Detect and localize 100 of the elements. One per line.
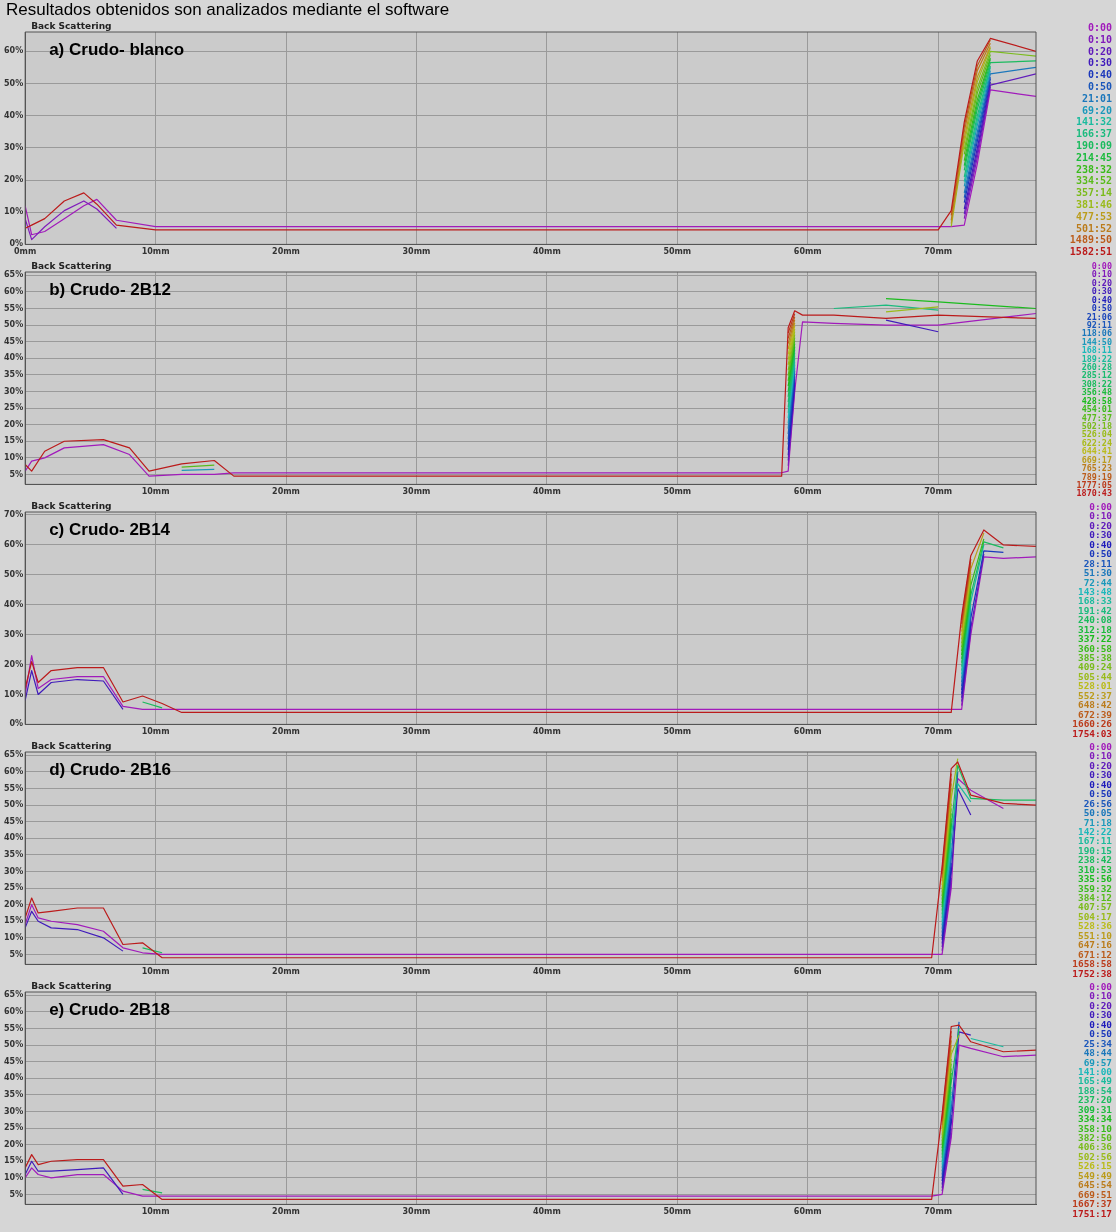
text: 238:32 (1074, 163, 1112, 176)
x-tick-label: 20mm (272, 247, 300, 257)
text: 166:37 (1074, 128, 1112, 140)
text: a) Crudo- blanco (49, 40, 185, 60)
text: 384:12 (1076, 892, 1112, 903)
text: 454:01 (1080, 404, 1112, 415)
text: 142:22 (1076, 825, 1112, 837)
y-tick-label: 0% (9, 239, 24, 249)
text: 409:24 (1076, 661, 1112, 673)
x-tick-label: 40mm (532, 967, 561, 977)
text: 0:50 (1088, 1028, 1112, 1040)
y-axis-title: Back Scattering (31, 20, 112, 31)
text: Resultados obtenidos son analizados mediante el software (5, 0, 451, 20)
text: 0:20 (1090, 277, 1112, 288)
text: 360:58 (1076, 642, 1112, 654)
text: 312:18 (1076, 623, 1112, 635)
text: 69:20 (1080, 104, 1112, 117)
text: 1752:38 (1071, 967, 1112, 979)
text: 359:32 (1076, 882, 1112, 894)
text: 0:40 (1088, 778, 1112, 790)
text: 356:48 (1080, 387, 1112, 398)
text: 143:48 (1076, 585, 1112, 597)
text: 644:41 (1080, 446, 1112, 457)
y-tick-label: 30% (3, 866, 24, 876)
text: 0:20 (1086, 45, 1112, 58)
text: 21:01 (1080, 92, 1112, 105)
x-tick-label: 70mm (924, 487, 953, 497)
text: 238:42 (1076, 854, 1112, 866)
y-tick-label: 15% (3, 436, 24, 446)
y-tick-label: 25% (3, 883, 24, 893)
text: 648:42 (1076, 699, 1112, 711)
text: 0:40 (1088, 1018, 1112, 1030)
text: 0:10 (1086, 33, 1112, 46)
x-tick-label: 30mm (402, 727, 431, 737)
y-tick-label: 65% (3, 990, 24, 1000)
text: 188:54 (1076, 1084, 1112, 1096)
y-tick-label: 20% (3, 1139, 24, 1149)
text: e) Crudo- 2B18 (49, 1000, 171, 1020)
text: 51:30 (1082, 567, 1112, 579)
text: 0:00 (1088, 741, 1112, 752)
x-tick-label: 60mm (793, 967, 822, 977)
text: 92:11 (1086, 319, 1112, 330)
x-tick-label: 60mm (793, 247, 822, 257)
text: 645:54 (1076, 1179, 1112, 1191)
y-tick-label: 20% (3, 175, 24, 185)
text: 118:06 (1080, 328, 1112, 339)
text: 0:30 (1088, 769, 1112, 781)
text: 1489:50 (1068, 234, 1112, 247)
text: 502:18 (1080, 421, 1112, 431)
y-tick-label: 10% (3, 207, 24, 217)
x-tick-label: 10mm (141, 487, 170, 497)
x-tick-label: 30mm (402, 1207, 431, 1217)
text: 504:17 (1076, 910, 1112, 922)
y-tick-label: 50% (3, 569, 24, 579)
y-tick-label: 40% (3, 353, 24, 363)
y-tick-label: 15% (3, 916, 24, 926)
text: 549:49 (1076, 1169, 1112, 1181)
y-tick-label: 55% (3, 1023, 24, 1033)
text: 0:50 (1088, 548, 1112, 560)
x-tick-label: 70mm (924, 967, 953, 977)
text: 0:00 (1086, 22, 1112, 34)
y-tick-label: 25% (3, 1123, 24, 1133)
text: 168:11 (1080, 345, 1112, 356)
y-tick-label: 5% (9, 469, 24, 479)
text: 1751:17 (1071, 1207, 1112, 1219)
text: 1658:58 (1071, 958, 1112, 970)
y-tick-label: 5% (9, 949, 24, 959)
y-tick-label: 10% (3, 452, 24, 462)
text: 0:40 (1088, 538, 1112, 550)
text: 669:17 (1080, 454, 1112, 465)
text: 25:34 (1082, 1037, 1112, 1049)
text: 358:10 (1076, 1122, 1112, 1134)
x-tick-label: 60mm (793, 727, 822, 737)
text: 0:20 (1088, 519, 1112, 531)
x-tick-label: 20mm (272, 967, 300, 977)
x-tick-label: 70mm (924, 1207, 953, 1217)
text: 526:04 (1080, 429, 1112, 440)
text: 214:45 (1074, 151, 1112, 164)
x-tick-label: 50mm (663, 487, 692, 497)
text: 0:30 (1088, 1009, 1112, 1021)
text: 0:30 (1088, 529, 1112, 541)
text: 1660:26 (1071, 718, 1112, 730)
y-tick-label: 35% (3, 1089, 24, 1099)
y-tick-label: 5% (9, 1189, 24, 1199)
text: 0:40 (1090, 294, 1112, 305)
y-tick-label: 45% (3, 1056, 24, 1066)
x-tick-label: 40mm (532, 247, 561, 257)
text: 1777:05 (1075, 479, 1112, 490)
text: 528:01 (1076, 680, 1112, 692)
text: 0:30 (1090, 286, 1112, 297)
text: 622:24 (1080, 437, 1112, 448)
y-tick-label: 40% (3, 599, 24, 609)
x-tick-label: 70mm (924, 247, 953, 257)
text: 337:22 (1076, 633, 1112, 645)
y-tick-label: 10% (3, 932, 24, 942)
text: 334:52 (1074, 175, 1112, 188)
y-tick-label: 70% (3, 510, 24, 520)
text: 240:08 (1076, 614, 1112, 626)
text: 381:46 (1074, 198, 1112, 211)
text: 308:22 (1080, 378, 1112, 389)
